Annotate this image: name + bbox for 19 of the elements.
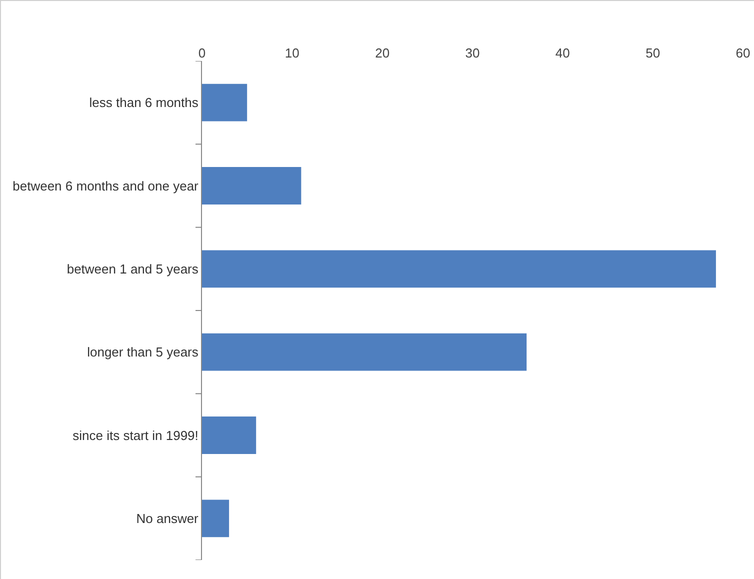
bar xyxy=(202,500,230,538)
bar xyxy=(202,84,248,122)
x-tick-label: 0 xyxy=(198,45,206,60)
y-tick-label: since its start in 1999! xyxy=(72,428,198,443)
bar xyxy=(202,250,716,288)
y-tick-label: longer than 5 years xyxy=(87,344,199,360)
x-tick-label: 50 xyxy=(646,45,660,60)
bar xyxy=(202,333,527,371)
y-tick-label: No answer xyxy=(136,510,200,526)
x-tick-label: 10 xyxy=(284,45,300,60)
x-tick-label: 60 xyxy=(736,45,750,60)
bar xyxy=(202,416,256,454)
y-tick-label: between 6 months and one year xyxy=(12,178,200,194)
bar xyxy=(202,167,302,204)
x-tick-label: 20 xyxy=(375,45,390,60)
x-tick-label: 30 xyxy=(465,45,480,60)
y-tick-label: less than 6 months xyxy=(89,95,199,110)
x-tick-label: 40 xyxy=(555,45,570,60)
y-tick-label: between 1 and 5 years xyxy=(66,261,199,276)
